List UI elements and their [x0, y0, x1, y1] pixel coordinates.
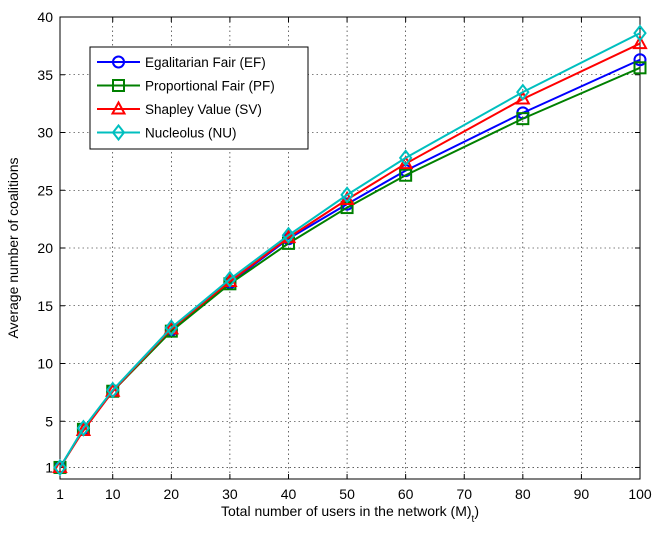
x-axis-label-subscript: t: [472, 514, 475, 525]
data-point: [633, 24, 647, 42]
legend-label: Shapley Value (SV): [145, 102, 262, 117]
data-point: [633, 53, 647, 67]
data-point: [164, 319, 179, 337]
legend-item: Proportional Fair (PF): [97, 79, 275, 94]
x-tick-label: 90: [574, 486, 590, 502]
x-tick-label: 40: [281, 486, 297, 502]
series-4: [53, 24, 647, 477]
data-point: [398, 149, 413, 167]
legend-item: Shapley Value (SV): [97, 100, 262, 117]
x-axis-label-text: Total number of users in the network (M): [221, 503, 472, 519]
legend-marker: [110, 100, 127, 115]
data-point: [516, 83, 530, 101]
x-tick-label: 100: [628, 486, 652, 502]
y-tick-label: 15: [37, 298, 53, 314]
legend-marker: [111, 123, 126, 142]
x-tick-label: 50: [339, 486, 355, 502]
y-tick-label: 30: [37, 125, 53, 141]
data-point: [516, 112, 530, 126]
data-point: [53, 458, 67, 477]
y-tick-label: 40: [37, 9, 53, 25]
data-point: [52, 458, 68, 473]
series-line: [59, 42, 641, 468]
x-tick-label: 80: [515, 486, 531, 502]
data-point: [281, 226, 296, 244]
legend: Egalitarian Fair (EF) Proportional Fair (…: [89, 46, 309, 150]
series-line: [59, 32, 641, 468]
y-tick-label: 35: [37, 67, 53, 83]
x-tick-label: 1: [56, 486, 64, 502]
data-point: [633, 61, 647, 75]
legend-item: Nucleolus (NU): [97, 123, 237, 142]
data-point: [340, 186, 354, 204]
y-tick-label: 10: [37, 356, 53, 372]
y-tick-label: 25: [37, 182, 53, 198]
y-axis-label: Average number of coalitions: [5, 157, 21, 338]
legend-marker: [112, 55, 125, 69]
x-axis-label: Total number of users in the network (M)…: [221, 503, 479, 525]
data-point: [105, 381, 120, 399]
legend-label: Egalitarian Fair (EF): [145, 55, 266, 70]
x-tick-label: 70: [456, 486, 472, 502]
data-point: [76, 419, 91, 437]
series-group: [52, 24, 648, 477]
x-axis-label-close: ): [474, 503, 479, 519]
data-point: [399, 168, 413, 182]
legend-label: Nucleolus (NU): [145, 126, 237, 141]
legend-marker: [112, 79, 125, 92]
x-tick-label: 30: [222, 486, 238, 502]
data-point: [223, 270, 237, 288]
y-tick-label: 20: [37, 240, 53, 256]
legend-item: Egalitarian Fair (EF): [97, 55, 266, 70]
x-tick-label: 10: [105, 486, 121, 502]
data-point: [632, 34, 648, 50]
y-tick-label: 1: [45, 459, 53, 475]
legend-label: Proportional Fair (PF): [145, 79, 275, 94]
y-tick-label: 5: [45, 413, 53, 429]
x-tick-label: 60: [398, 486, 414, 502]
data-point: [515, 90, 531, 105]
x-tick-label: 20: [164, 486, 180, 502]
